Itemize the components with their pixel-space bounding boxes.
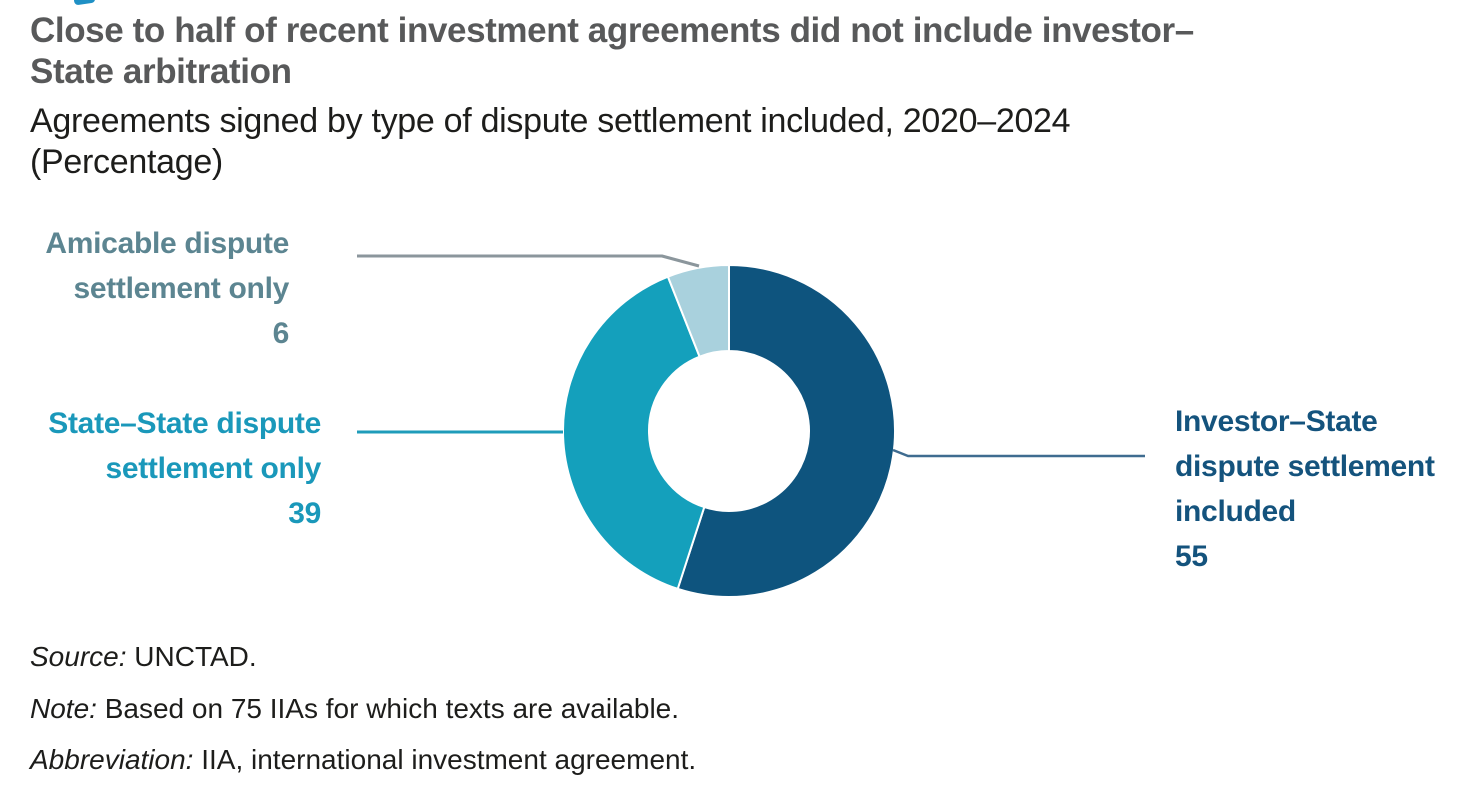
leader-line-amicable [357, 254, 700, 268]
callout-state-state: State–State dispute settlement only 39 [0, 401, 321, 536]
figure-subtitle-line-1: Agreements signed by type of dispute set… [30, 102, 1071, 140]
note: Note: Based on 75 IIAs for which texts a… [30, 693, 679, 725]
callout-amicable-label-line-1: Amicable dispute [45, 227, 289, 260]
callout-state-state-label-line-2: settlement only [105, 452, 321, 485]
figure-subtitle-line-2: (Percentage) [30, 143, 223, 181]
donut-slice-investor-state [676, 263, 896, 598]
abbreviation-text: IIA, international investment agreement. [201, 744, 697, 775]
abbreviation-prefix: Abbreviation: [30, 744, 194, 775]
callout-amicable: Amicable dispute settlement only 6 [0, 221, 289, 356]
source-prefix: Source: [30, 641, 127, 672]
donut-slice-state-state [562, 275, 706, 591]
figure-title: Close to half of recent investment agree… [30, 10, 1194, 92]
callout-amicable-value: 6 [272, 317, 290, 350]
source-note: Source: UNCTAD. [30, 641, 257, 673]
callout-state-state-value: 39 [288, 497, 321, 530]
callout-amicable-label-line-2: settlement only [73, 272, 289, 305]
callout-investor-state: Investor–State dispute settlement includ… [1175, 399, 1470, 579]
figure-title-line-1: Close to half of recent investment agree… [30, 11, 1194, 50]
note-text: Based on 75 IIAs for which texts are ava… [104, 693, 680, 724]
source-text: UNCTAD. [134, 641, 257, 672]
callout-investor-state-label-line-1: Investor–State [1175, 405, 1378, 438]
callout-investor-state-label-line-3: included [1175, 495, 1296, 528]
callout-investor-state-label-line-2: dispute settlement [1175, 450, 1435, 483]
abbreviation-note: Abbreviation: IIA, international investm… [30, 744, 696, 776]
callout-investor-state-value: 55 [1175, 540, 1208, 573]
figure-title-line-2: State arbitration [30, 52, 292, 91]
leader-line-investor-state [892, 448, 1145, 458]
donut-slice-amicable [666, 263, 730, 358]
callout-state-state-label-line-1: State–State dispute [48, 407, 321, 440]
figure-subtitle: Agreements signed by type of dispute set… [30, 101, 1071, 183]
note-prefix: Note: [30, 693, 97, 724]
